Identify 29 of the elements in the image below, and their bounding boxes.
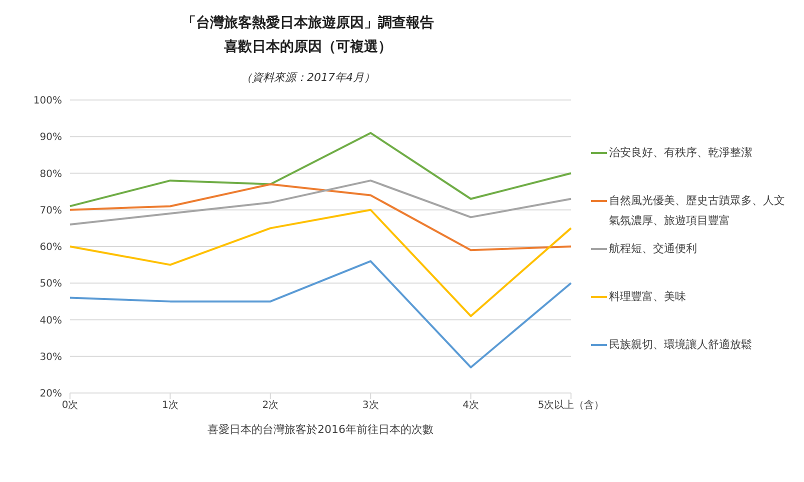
y-tick-label: 70% [40, 205, 62, 216]
chart-title: 「台灣旅客熱愛日本旅遊原因」調查報告 [181, 14, 435, 32]
line-series [69, 183, 572, 252]
y-tick-label: 20% [40, 388, 62, 400]
y-tick-label: 30% [40, 352, 62, 363]
legend-label: 治安良好、有秩序、乾淨整潔 [609, 144, 752, 160]
x-tick-label: 2次 [262, 400, 279, 412]
x-tick-label: 5次以上（含） [538, 399, 604, 412]
y-tick-label: 100% [33, 96, 62, 107]
y-tick-label: 50% [40, 278, 62, 290]
x-tick-label: 4次 [462, 400, 479, 412]
chart-subtitle: 喜歡日本的原因（可複選） [223, 38, 393, 56]
legend-label: 自然風光優美、歷史古蹟眾多、人文氣氛濃厚、旅遊項目豐富 [609, 192, 786, 228]
y-tick-label: 80% [40, 168, 62, 180]
y-tick-label: 40% [40, 315, 62, 326]
y-tick-label: 60% [40, 242, 62, 254]
legend-label: 料理豐富、美味 [609, 288, 686, 304]
line-series [69, 132, 572, 208]
y-tick-label: 90% [40, 132, 62, 144]
line-series [69, 260, 572, 368]
x-tick-label: 0次 [62, 400, 78, 412]
x-tick-label: 3次 [362, 400, 379, 412]
line-series [69, 180, 572, 226]
x-tick-label: 1次 [162, 400, 178, 412]
x-axis-title: 喜愛日本的台灣旅客於2016年前往日本的次數 [208, 423, 434, 436]
legend-label: 航程短、交通便利 [609, 240, 697, 256]
text: （資料來源：2017年4月） [240, 70, 376, 85]
legend-label: 民族親切、環境讓人舒適放鬆 [609, 336, 752, 352]
line-series [69, 208, 572, 318]
